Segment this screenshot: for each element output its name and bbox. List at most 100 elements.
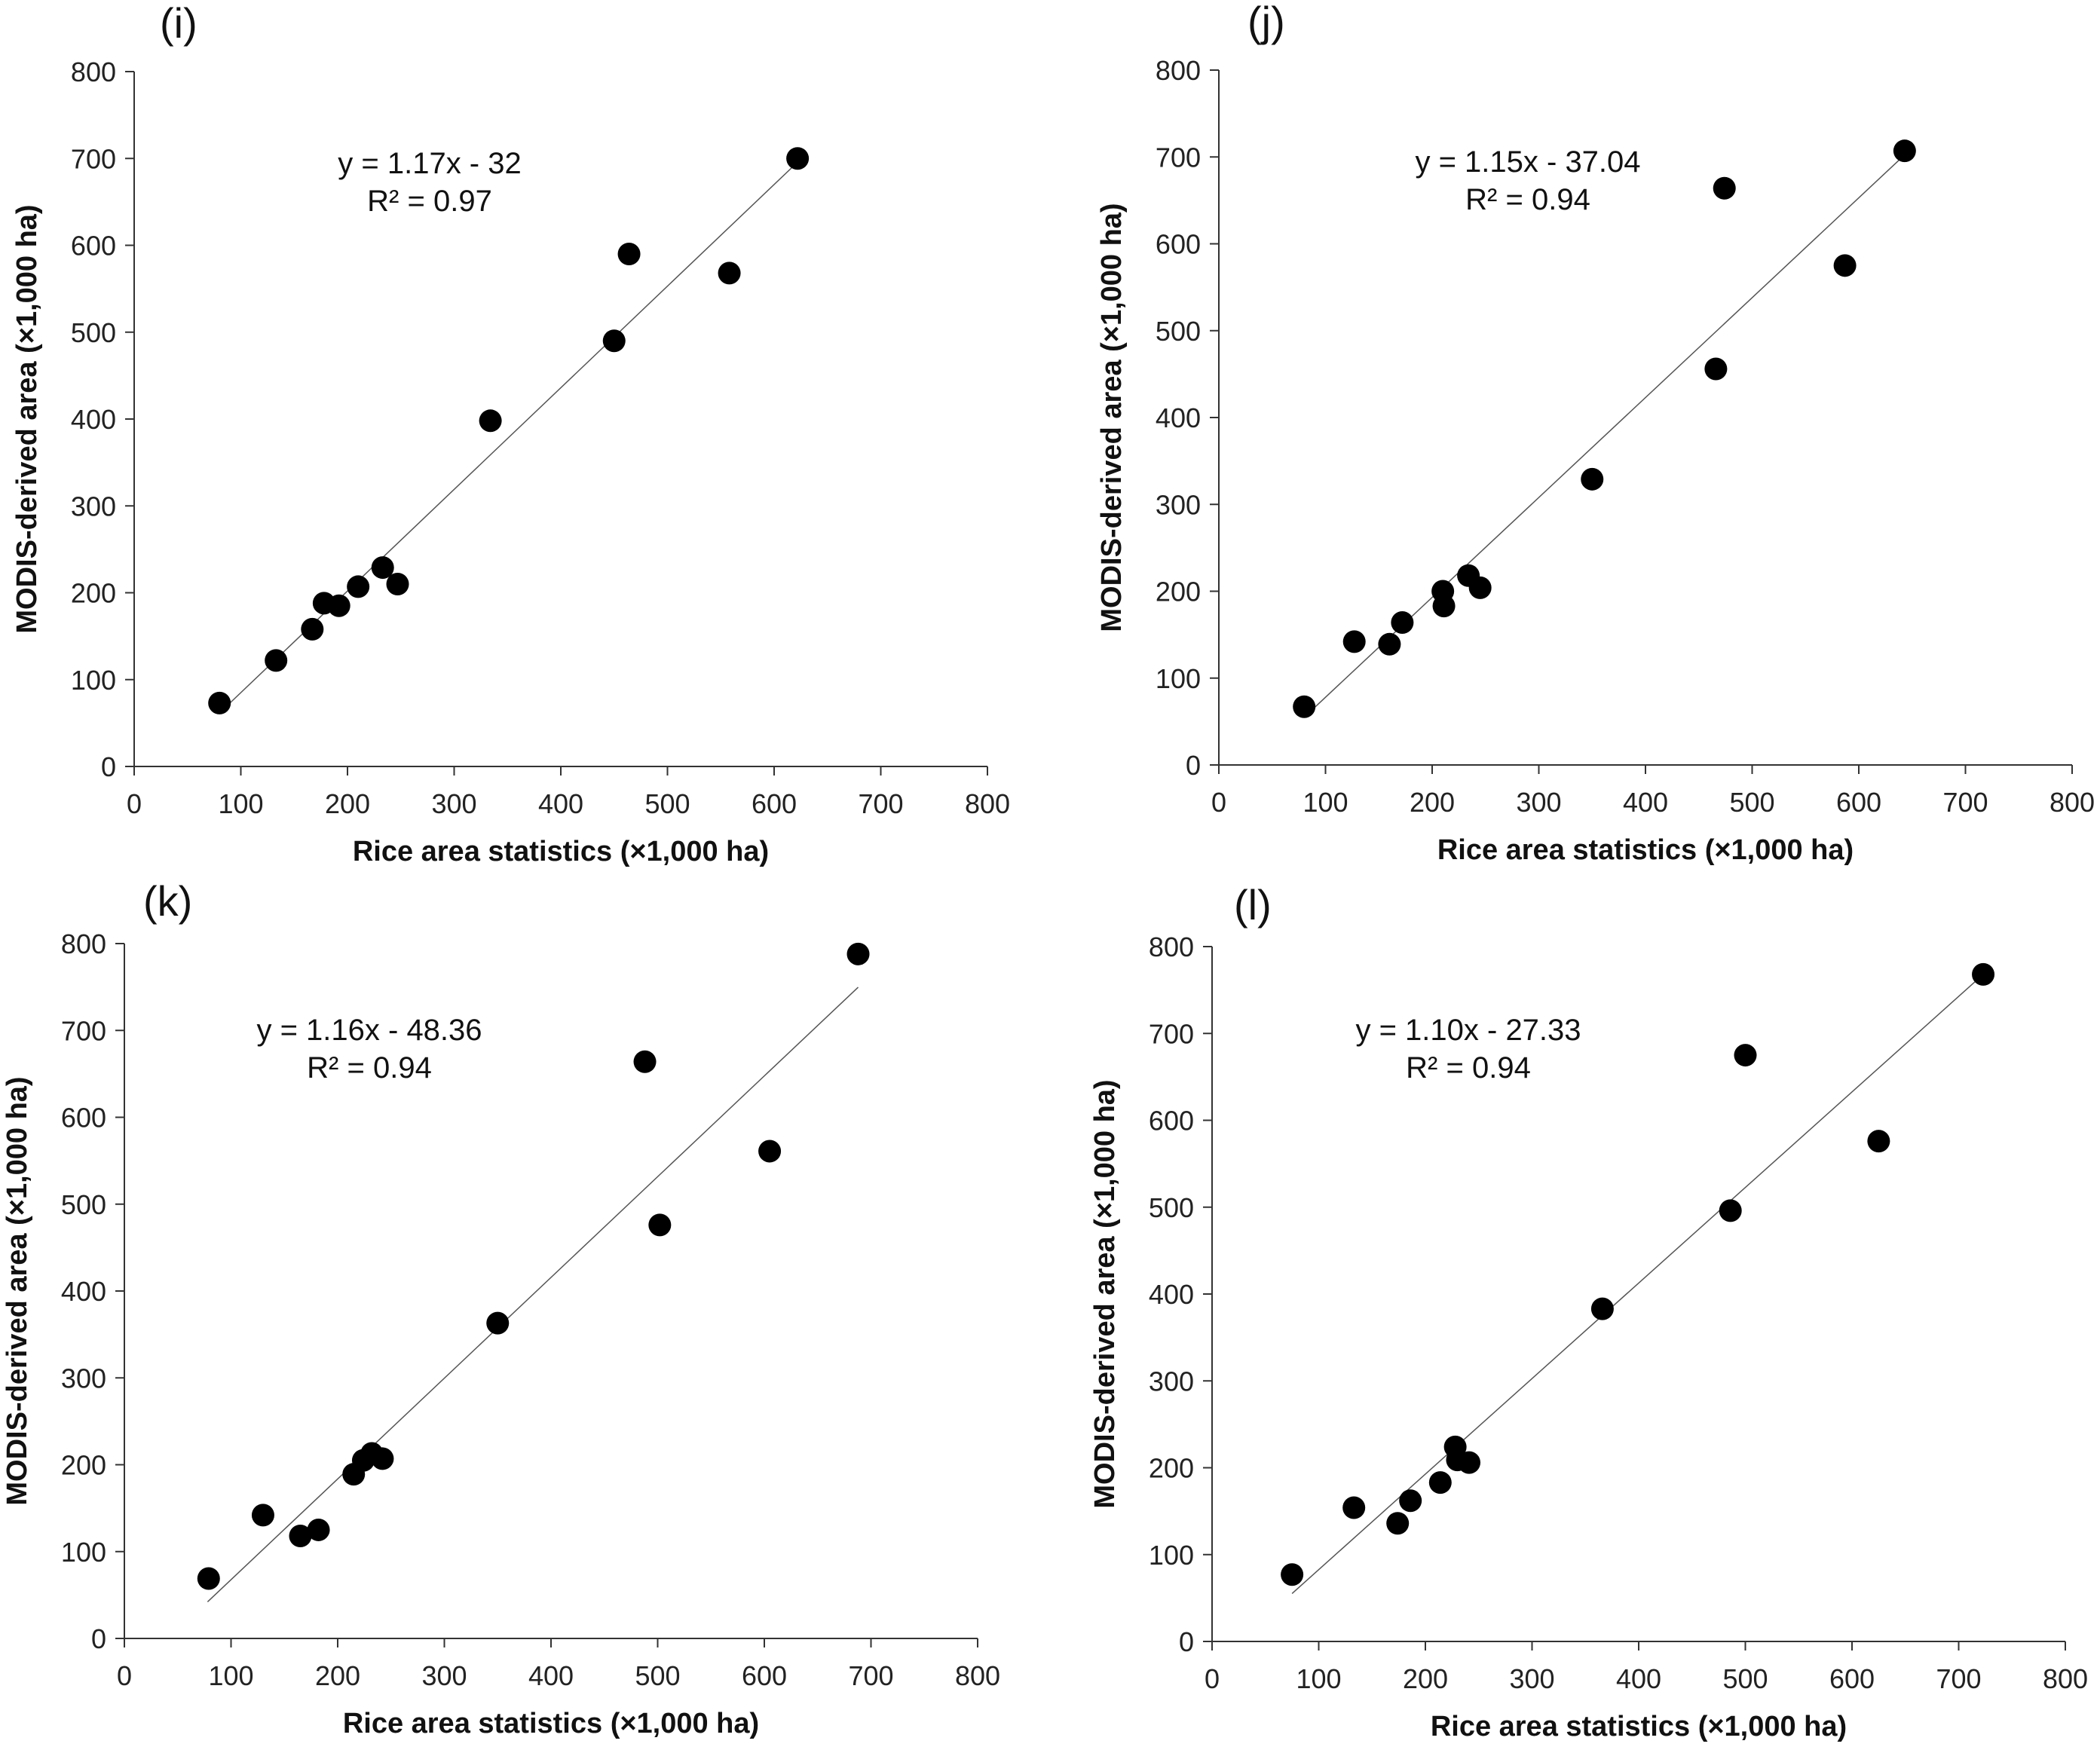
y-tick-label: 700	[1149, 1018, 1194, 1049]
data-point	[1399, 1489, 1422, 1513]
y-tick-label: 500	[1156, 316, 1201, 347]
x-tick-label: 800	[955, 1660, 1000, 1691]
data-point	[1468, 576, 1492, 599]
y-tick-label: 800	[71, 57, 116, 87]
y-tick-label: 700	[1156, 142, 1201, 173]
x-tick-label: 0	[1211, 787, 1226, 818]
y-tick-label: 0	[1186, 750, 1201, 781]
data-point	[347, 575, 370, 598]
data-point	[1833, 254, 1857, 277]
x-tick-label: 600	[1829, 1663, 1875, 1694]
x-tick-label: 400	[538, 788, 583, 819]
data-point	[1893, 139, 1916, 163]
x-tick-label: 300	[1509, 1663, 1554, 1694]
data-point	[1590, 1297, 1614, 1320]
y-tick-label: 600	[61, 1103, 106, 1133]
y-axis-title: MODIS-derived area (×1,000 ha)	[1096, 203, 1128, 632]
data-point	[197, 1567, 220, 1590]
y-tick-label: 800	[1149, 932, 1194, 962]
x-tick-label: 600	[752, 788, 797, 819]
scatter-panel: 00 100 100 200 200 300 300 400 400 500 500 600 600 70…	[11, 0, 1010, 867]
regression-equation: y = 1.15x - 37.04	[1415, 145, 1640, 179]
data-point	[633, 1050, 657, 1073]
data-point	[327, 594, 351, 617]
scatter-panel: 00 100 100 200 200 300 300 400 400 500 500 600 600 70…	[2, 877, 1000, 1739]
x-axis-title: Rice area statistics (×1,000 ha)	[343, 1708, 759, 1739]
x-tick-label: 300	[431, 788, 476, 819]
data-point	[1704, 357, 1728, 381]
data-point	[1378, 632, 1401, 656]
y-tick-label: 600	[71, 231, 116, 262]
x-tick-label: 200	[1403, 1663, 1448, 1694]
data-point	[1293, 695, 1316, 718]
panel-label: (l)	[1234, 881, 1272, 929]
y-tick-label: 800	[1156, 55, 1201, 86]
x-axis-title: Rice area statistics (×1,000 ha)	[1431, 1711, 1847, 1742]
data-point	[1734, 1044, 1757, 1067]
y-tick-label: 400	[71, 404, 116, 435]
x-tick-label: 0	[117, 1660, 132, 1691]
r-squared-label: R² = 0.97	[367, 185, 492, 218]
data-point	[1713, 176, 1736, 200]
x-tick-label: 600	[1836, 787, 1881, 818]
y-tick-label: 200	[1149, 1453, 1194, 1484]
data-point	[301, 617, 324, 641]
x-tick-label: 800	[2043, 1663, 2088, 1694]
r-squared-label: R² = 0.94	[307, 1051, 432, 1085]
x-tick-label: 100	[218, 788, 263, 819]
panel-label: (k)	[143, 877, 192, 925]
scatter-panel: 00 100 100 200 200 300 300 400 400 500 500 600 600 70…	[1096, 0, 2095, 866]
data-point	[1428, 1471, 1452, 1494]
y-tick-label: 500	[71, 317, 116, 348]
trend-line	[1291, 969, 1989, 1594]
data-point	[479, 409, 502, 433]
x-tick-label: 400	[1623, 787, 1668, 818]
y-tick-label: 700	[71, 143, 116, 174]
x-tick-label: 800	[965, 788, 1010, 819]
y-tick-label: 100	[1156, 663, 1201, 694]
x-tick-label: 400	[528, 1660, 574, 1691]
x-axis-title: Rice area statistics (×1,000 ha)	[353, 836, 769, 867]
x-tick-label: 200	[325, 788, 370, 819]
y-tick-label: 400	[1149, 1279, 1194, 1310]
y-tick-label: 300	[71, 491, 116, 522]
data-point	[1386, 1512, 1410, 1535]
data-point	[602, 329, 626, 353]
x-tick-label: 100	[1303, 787, 1348, 818]
y-tick-label: 400	[1156, 402, 1201, 433]
x-tick-label: 500	[1722, 1663, 1768, 1694]
x-tick-label: 0	[127, 788, 142, 819]
y-tick-label: 600	[1149, 1106, 1194, 1137]
data-point	[386, 572, 409, 595]
x-tick-label: 200	[315, 1660, 360, 1691]
y-axis-title: MODIS-derived area (×1,000 ha)	[11, 204, 43, 633]
x-tick-label: 300	[1516, 787, 1561, 818]
y-tick-label: 800	[61, 929, 106, 959]
x-tick-label: 500	[1729, 787, 1774, 818]
data-point	[648, 1213, 672, 1237]
regression-equation: y = 1.16x - 48.36	[256, 1014, 482, 1047]
trend-line	[1303, 152, 1908, 718]
data-point	[307, 1518, 330, 1541]
data-point	[1432, 595, 1456, 618]
data-point	[1458, 1451, 1481, 1474]
data-point	[1581, 467, 1604, 491]
x-axis-title: Rice area statistics (×1,000 ha)	[1437, 834, 1854, 866]
y-axis-title: MODIS-derived area (×1,000 ha)	[2, 1076, 33, 1505]
y-tick-label: 100	[1149, 1540, 1194, 1571]
y-tick-label: 300	[61, 1363, 106, 1394]
x-tick-label: 200	[1410, 787, 1455, 818]
y-tick-label: 500	[1149, 1192, 1194, 1223]
y-tick-label: 100	[61, 1537, 106, 1568]
scatter-panel: 00 100 100 200 200 300 300 400 400 500 500 600 600 70…	[1089, 881, 2088, 1742]
x-tick-label: 0	[1205, 1663, 1220, 1694]
data-point	[786, 147, 810, 170]
y-tick-label: 0	[91, 1623, 106, 1654]
x-tick-label: 700	[1942, 787, 1988, 818]
data-point	[1719, 1199, 1742, 1222]
y-tick-label: 0	[101, 751, 116, 782]
y-tick-label: 300	[1156, 489, 1201, 520]
data-point	[758, 1140, 782, 1163]
x-tick-label: 300	[421, 1660, 467, 1691]
data-point	[265, 649, 288, 672]
